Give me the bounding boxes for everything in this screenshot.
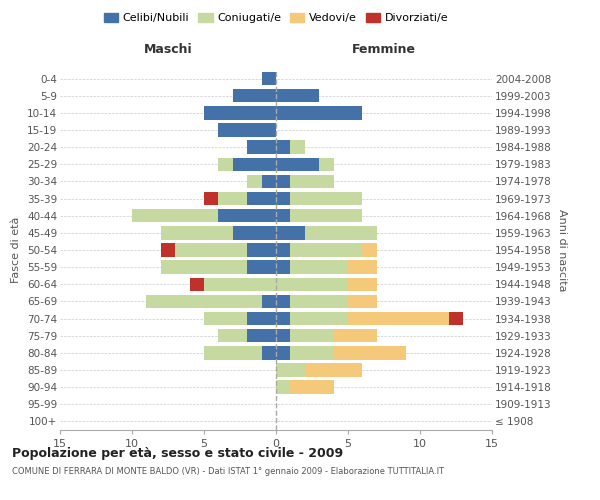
- Bar: [218, 329, 247, 342]
- Bar: [247, 329, 276, 342]
- Bar: [218, 209, 276, 222]
- Bar: [233, 226, 276, 239]
- Bar: [276, 329, 290, 342]
- Bar: [305, 226, 377, 239]
- Text: Maschi: Maschi: [143, 42, 193, 56]
- Bar: [276, 89, 319, 102]
- Bar: [204, 312, 247, 326]
- Bar: [290, 209, 362, 222]
- Bar: [204, 346, 262, 360]
- Bar: [161, 244, 175, 256]
- Bar: [276, 140, 290, 154]
- Bar: [276, 278, 348, 291]
- Bar: [146, 294, 262, 308]
- Bar: [334, 346, 406, 360]
- Bar: [276, 294, 290, 308]
- Bar: [449, 312, 463, 326]
- Bar: [334, 329, 377, 342]
- Bar: [218, 158, 233, 171]
- Text: Femmine: Femmine: [352, 42, 416, 56]
- Bar: [290, 294, 348, 308]
- Bar: [290, 346, 334, 360]
- Bar: [290, 192, 362, 205]
- Bar: [247, 140, 276, 154]
- Bar: [290, 260, 348, 274]
- Bar: [290, 140, 305, 154]
- Bar: [247, 192, 276, 205]
- Bar: [204, 106, 276, 120]
- Bar: [348, 294, 377, 308]
- Bar: [276, 312, 290, 326]
- Bar: [247, 174, 262, 188]
- Bar: [276, 346, 290, 360]
- Bar: [262, 346, 276, 360]
- Bar: [204, 278, 276, 291]
- Bar: [190, 278, 204, 291]
- Y-axis label: Fasce di età: Fasce di età: [11, 217, 22, 283]
- Bar: [218, 192, 247, 205]
- Bar: [132, 209, 218, 222]
- Bar: [276, 260, 290, 274]
- Text: COMUNE DI FERRARA DI MONTE BALDO (VR) - Dati ISTAT 1° gennaio 2009 - Elaborazion: COMUNE DI FERRARA DI MONTE BALDO (VR) - …: [12, 468, 444, 476]
- Bar: [247, 312, 276, 326]
- Bar: [348, 278, 377, 291]
- Bar: [276, 244, 290, 256]
- Bar: [276, 106, 362, 120]
- Text: Popolazione per età, sesso e stato civile - 2009: Popolazione per età, sesso e stato civil…: [12, 448, 343, 460]
- Bar: [290, 174, 334, 188]
- Bar: [276, 192, 290, 205]
- Bar: [262, 294, 276, 308]
- Bar: [276, 364, 305, 376]
- Legend: Celibi/Nubili, Coniugati/e, Vedovi/e, Divorziati/e: Celibi/Nubili, Coniugati/e, Vedovi/e, Di…: [100, 8, 452, 28]
- Bar: [290, 244, 362, 256]
- Bar: [161, 260, 247, 274]
- Bar: [247, 260, 276, 274]
- Bar: [319, 158, 334, 171]
- Bar: [276, 380, 290, 394]
- Bar: [233, 158, 276, 171]
- Bar: [247, 244, 276, 256]
- Bar: [276, 158, 319, 171]
- Bar: [276, 209, 290, 222]
- Bar: [305, 364, 362, 376]
- Bar: [290, 312, 348, 326]
- Bar: [175, 244, 247, 256]
- Bar: [262, 72, 276, 86]
- Bar: [362, 244, 377, 256]
- Bar: [348, 312, 449, 326]
- Bar: [204, 192, 218, 205]
- Bar: [276, 226, 305, 239]
- Bar: [290, 329, 334, 342]
- Bar: [348, 260, 377, 274]
- Y-axis label: Anni di nascita: Anni di nascita: [557, 209, 567, 291]
- Bar: [276, 174, 290, 188]
- Bar: [218, 124, 276, 136]
- Bar: [161, 226, 233, 239]
- Bar: [233, 89, 276, 102]
- Bar: [290, 380, 334, 394]
- Bar: [262, 174, 276, 188]
